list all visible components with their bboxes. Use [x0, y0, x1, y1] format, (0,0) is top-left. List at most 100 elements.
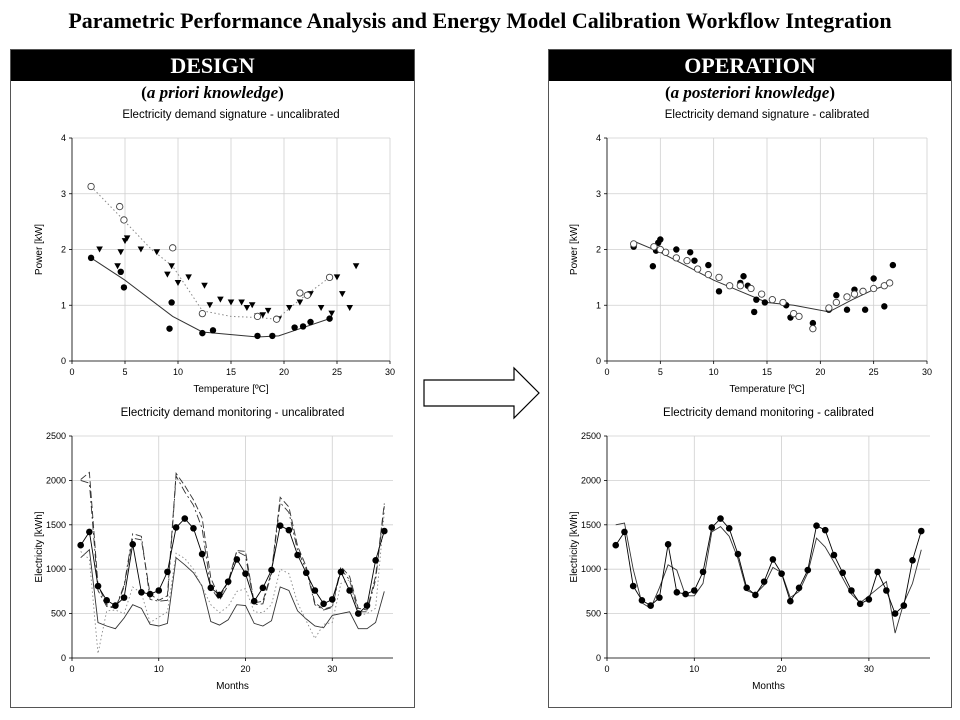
- point-calibrated: [768, 296, 776, 304]
- point-measured: [269, 332, 276, 340]
- point-model: [227, 299, 235, 306]
- point-measured: [326, 315, 333, 322]
- signature-calibrated-chart: Electricity demand signature - calibrate…: [569, 109, 932, 395]
- design-subtitle-close: ): [278, 83, 284, 102]
- point-measured: [621, 528, 628, 536]
- y-tick-label: 1000: [581, 564, 601, 574]
- point-measured: [233, 556, 241, 563]
- point-measured: [848, 587, 855, 594]
- monitoring-uncalibrated-chart: Electricity demand monitoring - uncalibr…: [34, 407, 393, 692]
- point-measured: [657, 236, 664, 243]
- point-measured: [372, 557, 379, 564]
- y-tick-label: 3: [596, 189, 601, 199]
- point-calibrated: [779, 298, 787, 307]
- point-model: [153, 249, 161, 256]
- point-model: [259, 312, 267, 319]
- point-measured: [699, 568, 707, 576]
- y-tick-label: 1000: [46, 564, 66, 574]
- point-model: [346, 305, 354, 312]
- trend-line-uncalibrated-trend: [90, 186, 330, 320]
- x-tick-label: 10: [709, 367, 719, 377]
- y-tick-label: 2500: [581, 431, 601, 441]
- point-measured: [259, 584, 267, 592]
- point-measured: [715, 288, 723, 295]
- point-model: [201, 282, 208, 289]
- point-model: [217, 296, 224, 303]
- point-model: [243, 305, 251, 312]
- point-measured: [117, 268, 124, 275]
- point-calibrated: [726, 282, 734, 290]
- point-measured: [833, 292, 840, 299]
- series-line-measured: [80, 517, 385, 615]
- point-model: [248, 302, 256, 309]
- point-measured: [112, 602, 119, 609]
- chart-title: Electricity demand signature - calibrate…: [665, 109, 870, 121]
- y-axis-label: Electricity [kWh]: [34, 511, 45, 582]
- point-measured: [682, 590, 689, 598]
- design-subtitle-open: (: [141, 83, 147, 102]
- point-measured: [673, 588, 681, 596]
- x-axis-label: Months: [752, 681, 785, 692]
- point-measured: [129, 541, 137, 548]
- point-uncalibrated: [296, 289, 304, 297]
- point-model: [339, 291, 346, 298]
- point-calibrated: [683, 256, 691, 265]
- point-calibrated: [650, 243, 658, 251]
- y-tick-label: 2500: [46, 431, 66, 441]
- y-axis-label: Electricity [kWh]: [569, 511, 580, 582]
- point-measured: [268, 566, 275, 574]
- point-measured: [181, 515, 189, 522]
- point-uncalibrated: [253, 312, 262, 321]
- point-measured: [381, 527, 388, 535]
- point-measured: [813, 522, 820, 529]
- point-calibrated: [694, 265, 702, 273]
- y-tick-label: 1500: [46, 520, 66, 530]
- point-measured: [86, 528, 93, 536]
- operation-subtitle: (a posteriori knowledge): [549, 83, 951, 103]
- point-measured: [761, 299, 769, 306]
- y-tick-label: 4: [61, 133, 66, 143]
- point-uncalibrated: [272, 315, 281, 323]
- point-calibrated: [859, 287, 867, 295]
- point-measured: [839, 569, 847, 577]
- x-tick-label: 0: [69, 367, 74, 377]
- point-calibrated: [850, 290, 859, 298]
- point-measured: [198, 550, 206, 558]
- point-calibrated: [758, 290, 766, 298]
- x-tick-label: 25: [332, 367, 342, 377]
- design-subtitle: (a priori knowledge): [11, 83, 414, 103]
- point-measured: [760, 578, 768, 585]
- point-measured: [804, 566, 812, 574]
- point-model: [333, 274, 341, 281]
- point-measured: [155, 587, 163, 594]
- point-measured: [612, 541, 620, 549]
- point-measured: [346, 587, 353, 594]
- signature-uncalibrated-chart: Electricity demand signature - uncalibra…: [34, 109, 395, 395]
- point-measured: [891, 610, 899, 617]
- point-measured: [664, 541, 672, 548]
- chart-title: Electricity demand monitoring - uncalibr…: [121, 407, 345, 419]
- operation-header: OPERATION: [549, 50, 951, 81]
- point-measured: [856, 600, 864, 608]
- page-title: Parametric Performance Analysis and Ener…: [68, 8, 892, 33]
- series-line-solid: [80, 548, 385, 630]
- point-measured: [302, 569, 310, 577]
- point-measured: [94, 582, 102, 590]
- y-tick-label: 500: [586, 609, 601, 619]
- point-calibrated: [672, 254, 680, 262]
- point-measured: [673, 246, 680, 253]
- x-tick-label: 20: [241, 664, 251, 674]
- point-model: [352, 263, 360, 270]
- y-tick-label: 500: [51, 609, 66, 619]
- point-measured: [883, 587, 890, 594]
- point-measured: [778, 570, 785, 577]
- point-measured: [708, 524, 716, 531]
- point-calibrated: [825, 304, 833, 312]
- point-measured: [830, 551, 838, 559]
- point-model: [264, 307, 272, 314]
- point-measured: [172, 524, 180, 531]
- point-measured: [691, 257, 698, 264]
- y-tick-label: 0: [61, 653, 66, 663]
- point-measured: [164, 568, 171, 576]
- operation-panel: OPERATION (a posteriori knowledge): [548, 49, 952, 708]
